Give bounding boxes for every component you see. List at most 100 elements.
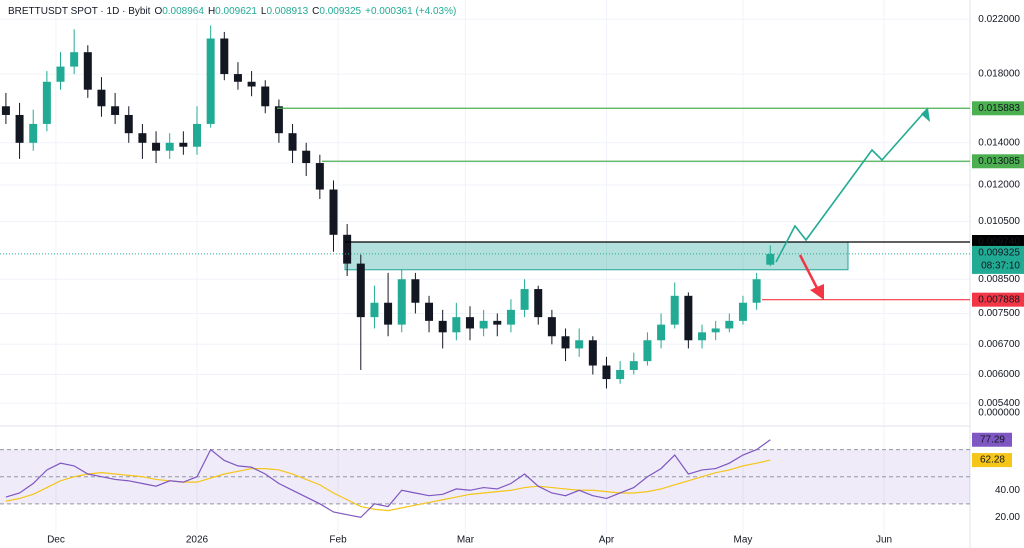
header-part: 0.008964 (162, 6, 204, 17)
candle-body (56, 66, 65, 82)
rsi-tag (972, 453, 1012, 468)
arrow-head (810, 284, 824, 300)
level-label: 0.013085 (978, 156, 1020, 167)
candle-body (97, 89, 106, 107)
rsi-tag (972, 432, 1012, 447)
candle-body (138, 133, 147, 143)
rsi-value-label: 62.28 (980, 455, 1005, 466)
candle-body (643, 340, 652, 362)
candle-body (670, 295, 679, 325)
candle-body (766, 253, 775, 265)
candle-body (465, 317, 474, 329)
candle-body (165, 142, 174, 151)
down-arrow (798, 254, 820, 291)
candle-body (629, 361, 638, 370)
candle-body (179, 142, 188, 147)
y-tick-label: 0.018000 (978, 69, 1020, 80)
candle-body (752, 279, 761, 303)
last-price-tag (972, 245, 1024, 274)
candle-body (274, 106, 283, 134)
candle-body (588, 340, 597, 366)
candle-body (698, 332, 707, 341)
x-tick-label: Apr (599, 535, 615, 546)
candle-body (602, 365, 611, 380)
candle-body (738, 302, 747, 321)
candle-body (657, 324, 666, 341)
header-part: O (154, 6, 162, 17)
level-label: 0.009740 (978, 237, 1020, 248)
candle-body (315, 163, 324, 190)
candle-body (384, 302, 393, 325)
candle-body (288, 133, 297, 151)
x-tick-label: Mar (457, 535, 475, 546)
header-part: H (208, 6, 215, 17)
candle-body (411, 279, 420, 303)
rsi-ma-line (5, 459, 771, 512)
candle-body (261, 86, 270, 107)
level-tag (972, 292, 1024, 307)
zone (344, 241, 849, 271)
y-tick-label: 0.007500 (978, 308, 1020, 319)
candle-body (725, 320, 734, 329)
level-tag (972, 235, 1024, 250)
x-tick-label: May (734, 535, 753, 546)
level-label: 0.007888 (978, 294, 1020, 305)
rsi-tick-label: 20.00 (995, 512, 1020, 523)
last-price-label: 0.009325 (978, 248, 1020, 259)
y-tick-label: 0.014000 (978, 137, 1020, 148)
candle-body (370, 302, 379, 318)
candle-body (42, 81, 51, 124)
level-tag (972, 101, 1024, 116)
candle-body (111, 106, 120, 115)
y-tick-label: 0.008500 (978, 274, 1020, 285)
candle-body (425, 302, 434, 321)
candle-body (1, 106, 10, 115)
header-part: 0.008913 (266, 6, 308, 17)
header-part: 0.009621 (215, 6, 257, 17)
candle-body (15, 114, 24, 143)
x-tick-label: Dec (47, 535, 65, 546)
x-tick-label: 2026 (186, 535, 209, 546)
candle-body (575, 340, 584, 349)
candle-body (70, 52, 79, 67)
header-part: +0.000361 (+4.03%) (365, 6, 456, 17)
candle-body (247, 81, 256, 87)
candle-body (397, 279, 406, 325)
candle-body (561, 336, 570, 349)
arrow-head (921, 108, 930, 122)
y-tick-label: 0.006700 (978, 339, 1020, 350)
candle-body (479, 320, 488, 329)
y-tick-label: 0.022000 (978, 14, 1020, 25)
candle-body (493, 320, 502, 325)
level-tag (972, 154, 1024, 169)
candle-body (206, 38, 215, 124)
candle-body (329, 189, 338, 235)
candle-body (547, 317, 556, 337)
header-part: 0.009325 (319, 6, 361, 17)
candle-body (152, 142, 161, 151)
candle-body (343, 234, 352, 264)
projection-arrow (775, 107, 929, 263)
candle-body (29, 123, 38, 143)
candle-body (302, 150, 311, 164)
candle-body (124, 114, 133, 134)
y-tick-label: 0.012000 (978, 180, 1020, 191)
rsi-value-label: 77.29 (980, 434, 1005, 445)
candle-body (233, 74, 242, 82)
candle-body (452, 317, 461, 333)
y-tick-label: 0.005400 (978, 398, 1020, 409)
header-part: L (261, 6, 267, 17)
y-tick-label: 0.010500 (978, 216, 1020, 227)
header: BRETTUSDT SPOT · 1D · Bybit O0.008964 H0.0… (8, 6, 456, 17)
candle-body (534, 289, 543, 318)
header-part: C (312, 6, 319, 17)
candle-body (220, 38, 229, 75)
candle-body (506, 309, 515, 325)
candle-body (438, 320, 447, 333)
level-label: 0.015883 (978, 103, 1020, 114)
rsi-tick-label: 40.00 (995, 485, 1020, 496)
x-tick-label: Jun (876, 535, 892, 546)
rsi-line (5, 439, 771, 519)
